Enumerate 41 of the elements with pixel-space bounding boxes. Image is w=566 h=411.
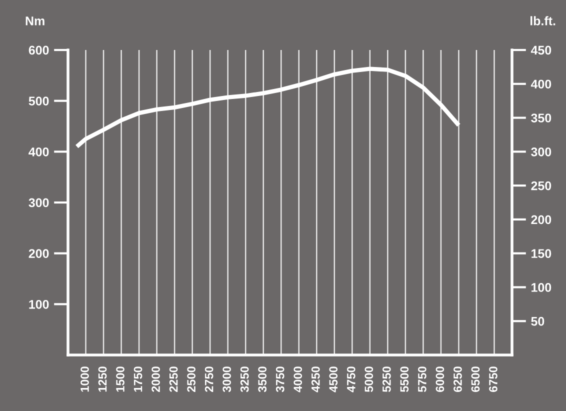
x-tick-label: 2000 (152, 366, 160, 392)
x-tick-label: 5000 (364, 366, 374, 392)
x-tick-label: 5250 (382, 366, 391, 392)
y-tick-label: 200 (28, 249, 49, 258)
x-tick-label: 2750 (204, 366, 214, 392)
x-tick-label: 1250 (98, 366, 107, 392)
x-tick-label: 6500 (471, 366, 480, 392)
y2-tick-label: 200 (531, 215, 552, 224)
x-tick-label: 5500 (400, 366, 409, 392)
y-tick-label: 600 (28, 46, 49, 55)
x-tick-label: 4000 (294, 366, 302, 392)
y-tick-label: 100 (29, 300, 49, 309)
y-tick-label: 300 (28, 198, 49, 208)
y-tick-label: 500 (28, 96, 49, 106)
y2-tick-label: 150 (532, 249, 552, 258)
y2-tick-label: 100 (532, 283, 552, 292)
x-tick-label: 5750 (418, 366, 426, 392)
x-tick-label: 3000 (222, 366, 232, 392)
x-tick-label: 4250 (311, 366, 320, 392)
x-tick-label: 6250 (454, 366, 462, 392)
x-tick-label: 4750 (346, 366, 356, 392)
x-tick-label: 2500 (187, 366, 196, 392)
y2-tick-label: 400 (530, 80, 552, 89)
x-tick-label: 3500 (258, 366, 267, 392)
x-tick-label: 1000 (80, 366, 89, 392)
x-tick-label: 3750 (276, 366, 284, 392)
y-tick-label: 400 (28, 147, 49, 156)
x-tick-label: 4500 (329, 366, 338, 392)
y2-axis-title: lb.ft. (530, 16, 556, 26)
x-tick-label: 1500 (116, 366, 124, 392)
x-tick-label: 6000 (436, 366, 444, 392)
x-tick-label: 3250 (240, 366, 249, 392)
x-tick-label: 2250 (169, 366, 178, 392)
y2-tick-label: 50 (531, 316, 544, 326)
y2-tick-label: 450 (530, 46, 552, 55)
x-tick-label: 1750 (134, 366, 142, 392)
y-axis-title: Nm (26, 16, 44, 26)
y2-tick-label: 300 (531, 147, 552, 156)
y2-tick-label: 250 (531, 181, 552, 190)
x-tick-label: 6750 (489, 366, 498, 392)
y2-tick-label: 350 (531, 114, 552, 122)
